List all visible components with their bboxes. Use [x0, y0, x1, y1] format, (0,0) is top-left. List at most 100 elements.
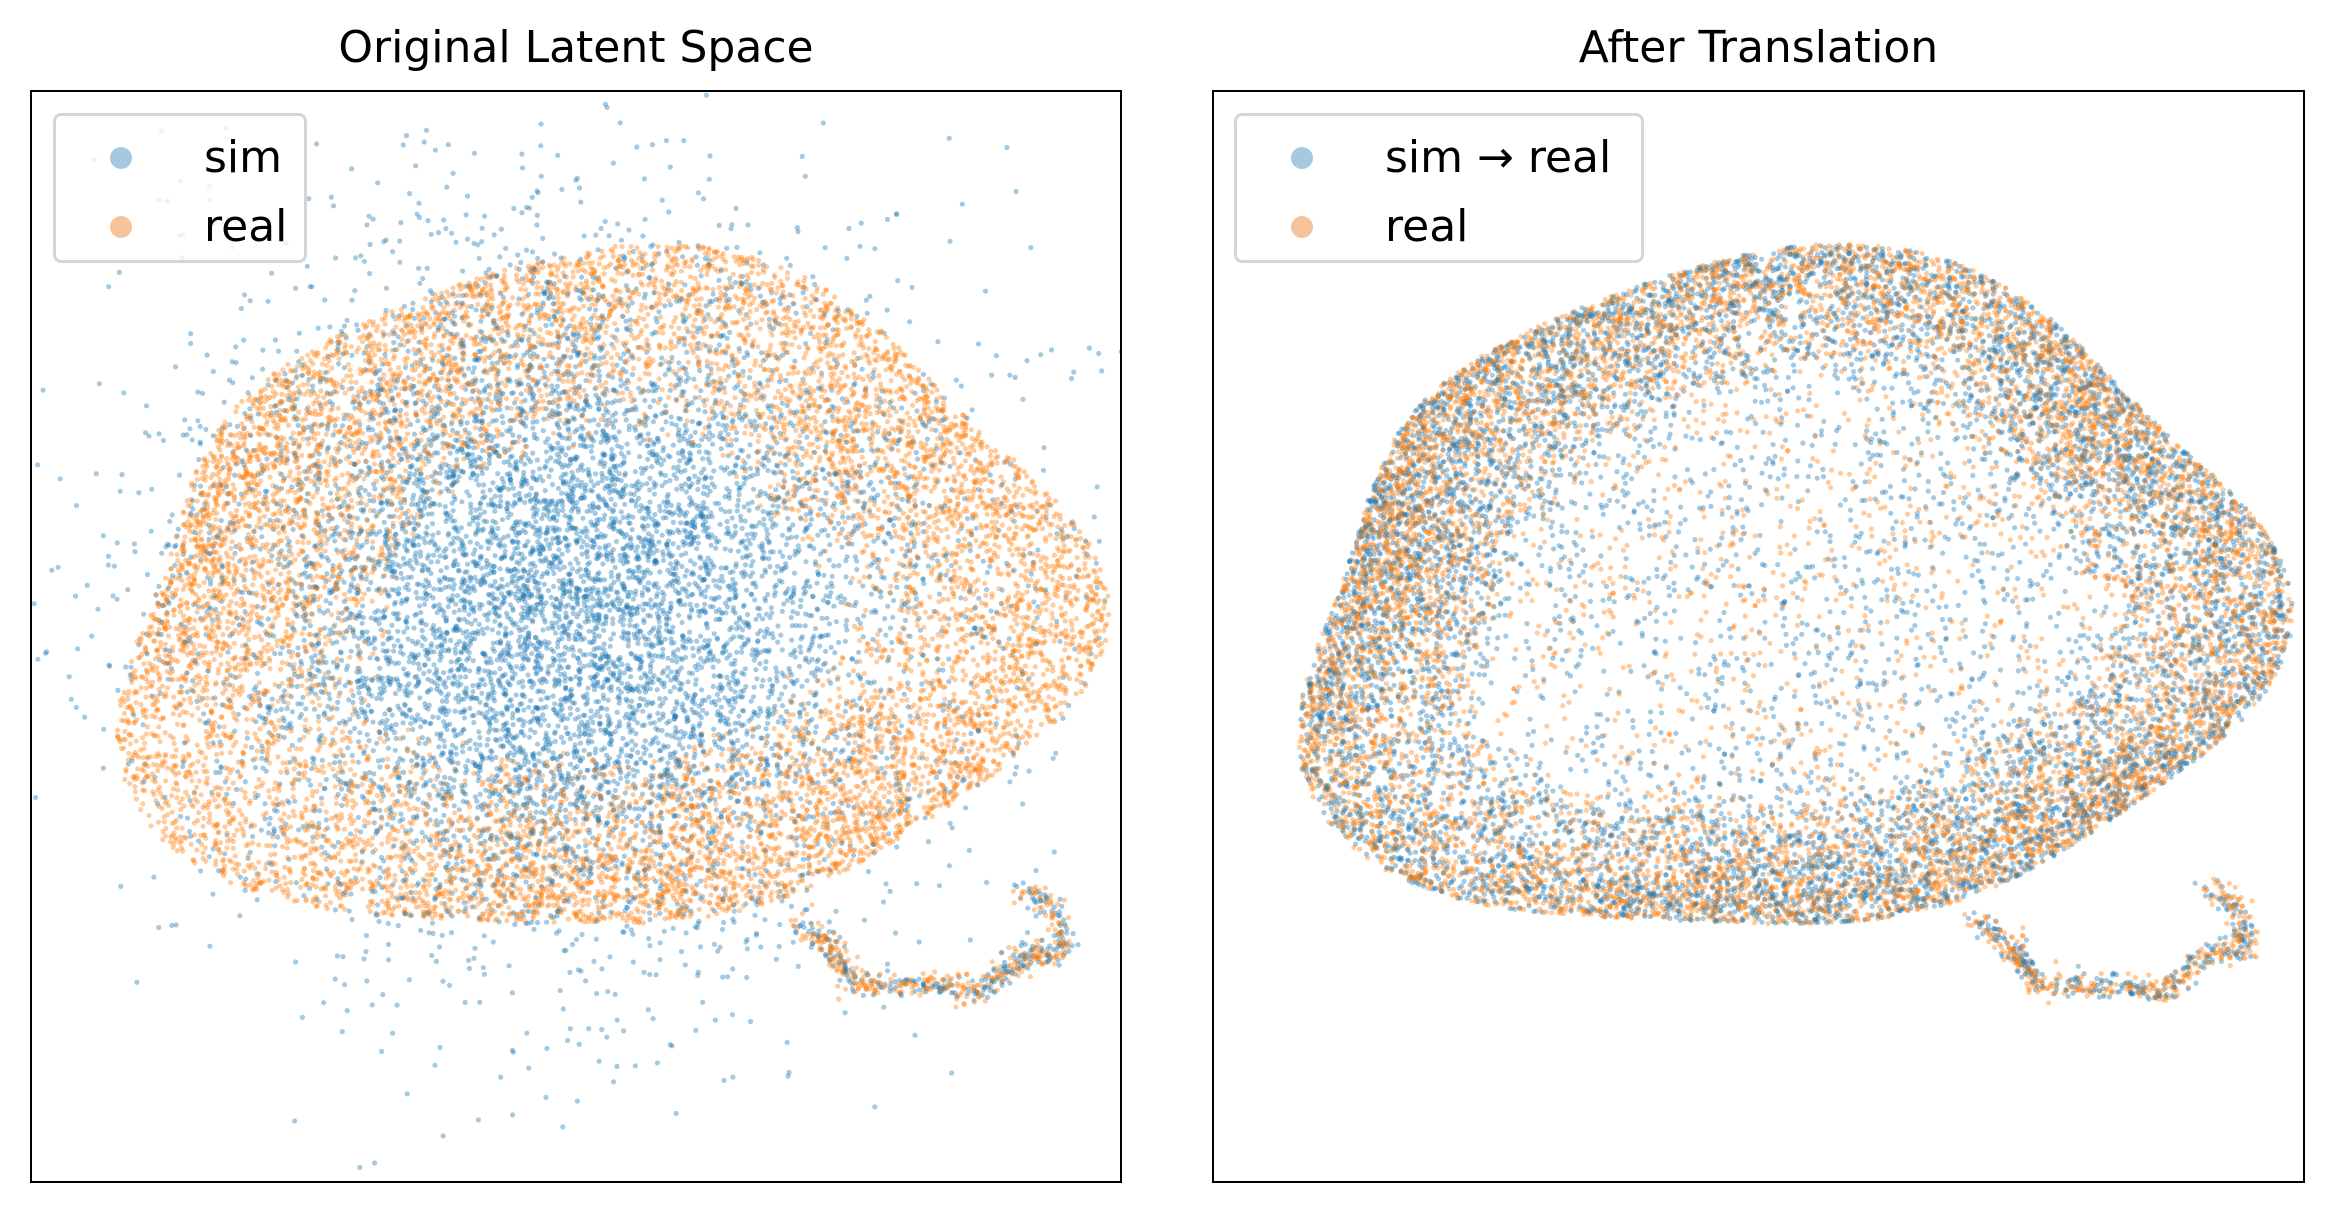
point-real: [652, 759, 658, 765]
point-sim: [349, 752, 355, 759]
point-sim: [452, 650, 459, 656]
point-real: [265, 641, 271, 648]
point-sim: [760, 677, 766, 683]
point-sim: [629, 747, 635, 753]
point-real: [381, 883, 387, 890]
point-sim: [464, 193, 471, 199]
point-real: [773, 709, 779, 715]
point-sim: [808, 516, 815, 522]
point-real: [514, 331, 521, 337]
point-real: [609, 355, 615, 361]
point-sim: [857, 695, 863, 702]
point-sim: [821, 572, 827, 578]
point-sim: [72, 593, 79, 599]
point-real: [834, 816, 840, 823]
point-sim: [856, 649, 862, 656]
point-sim: [810, 274, 816, 280]
point-sim: [625, 638, 632, 644]
point-real: [1088, 660, 1094, 666]
point-real: [315, 747, 321, 753]
point-real: [709, 405, 715, 411]
point-real: [899, 484, 905, 490]
point-real: [962, 446, 968, 452]
point-sim: [738, 484, 744, 490]
point-sim: [543, 679, 549, 685]
point-real: [646, 371, 652, 377]
point-real: [848, 316, 854, 322]
point-real: [449, 489, 455, 495]
point-real: [1049, 610, 1055, 616]
point-sim: [543, 537, 549, 543]
point-real: [615, 794, 621, 801]
point-real: [318, 388, 324, 394]
point-sim: [578, 968, 584, 974]
point-sim: [558, 598, 564, 604]
point-real: [163, 778, 169, 784]
point-real: [759, 299, 765, 305]
point-sim: [479, 239, 485, 245]
point-sim: [93, 471, 99, 477]
point-sim: [609, 446, 615, 453]
point-real: [341, 826, 348, 832]
point-real: [954, 431, 960, 437]
point-sim: [273, 879, 279, 885]
point-real: [1062, 618, 1068, 624]
point-sim: [497, 290, 503, 296]
point-sim: [322, 297, 328, 303]
point-sim: [417, 280, 423, 286]
point-real: [162, 641, 168, 647]
point-sim: [763, 659, 769, 665]
point-sim: [365, 702, 371, 709]
point-sim: [614, 1017, 620, 1023]
point-sim: [590, 719, 596, 726]
point-sim: [583, 609, 589, 615]
point-sim: [673, 714, 679, 720]
point-real: [801, 753, 807, 760]
point-real: [953, 487, 959, 493]
point-sim: [555, 403, 562, 410]
point-real: [581, 387, 587, 393]
point-real: [287, 746, 293, 753]
point-sim: [597, 714, 603, 720]
point-real: [957, 565, 963, 571]
point-sim: [267, 517, 273, 523]
point-real: [1020, 492, 1026, 498]
point-sim: [761, 393, 767, 399]
point-real: [180, 542, 186, 548]
point-sim: [479, 225, 485, 231]
point-sim: [837, 977, 843, 983]
point-real: [164, 668, 170, 675]
point-real: [233, 513, 240, 519]
point-real: [736, 791, 742, 797]
point-sim: [404, 539, 410, 545]
point-sim: [625, 643, 631, 649]
point-real: [346, 386, 352, 392]
point-sim: [704, 710, 710, 717]
point-sim: [597, 545, 603, 551]
point-sim: [621, 853, 627, 859]
point-real: [280, 453, 286, 459]
point-real: [226, 786, 232, 792]
point-real: [392, 877, 398, 883]
point-real: [960, 677, 966, 683]
point-sim: [678, 949, 685, 955]
point-real: [693, 296, 700, 302]
point-real: [901, 772, 908, 779]
point-sim: [549, 755, 555, 762]
point-real: [767, 893, 774, 899]
point-sim: [571, 765, 577, 771]
point-sim: [489, 527, 495, 533]
point-real: [356, 653, 362, 659]
point-sim: [299, 372, 305, 378]
point-sim: [447, 775, 453, 781]
point-real: [487, 782, 493, 788]
point-sim: [723, 427, 729, 433]
point-sim: [372, 645, 378, 652]
point-real: [711, 249, 718, 255]
point-sim: [893, 211, 900, 217]
point-sim: [473, 334, 479, 340]
point-sim: [580, 515, 586, 521]
point-real: [706, 818, 712, 825]
point-real: [641, 893, 647, 899]
point-sim: [466, 650, 472, 656]
